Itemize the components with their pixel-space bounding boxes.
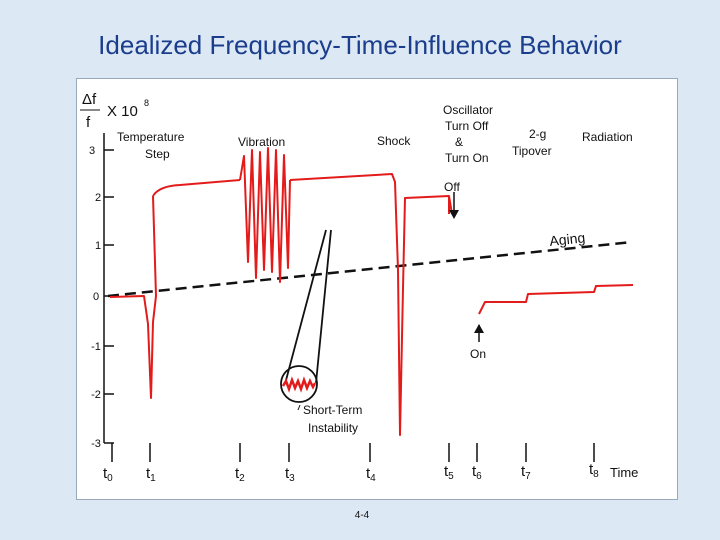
two-g-label: 2-g <box>529 127 546 141</box>
time-tick-label: t8 <box>589 461 599 480</box>
time-tick-marks <box>111 443 595 462</box>
trace-segment-start <box>109 195 157 399</box>
magnifier-circle <box>280 365 318 403</box>
trace-segment-post-restart <box>478 284 634 315</box>
aging-baseline <box>107 240 633 298</box>
y-axis-label-exponent: 8 <box>144 98 149 108</box>
temperature-label: Temperature <box>117 130 185 144</box>
temperature-step-label: Step <box>145 147 170 161</box>
shock-label: Shock <box>377 134 411 148</box>
aging-label: Aging <box>549 229 586 249</box>
ampersand-label: & <box>455 135 463 149</box>
page-title: Idealized Frequency-Time-Influence Behav… <box>98 30 622 60</box>
time-tick-label: t0 <box>103 465 113 484</box>
instability-pointer <box>297 404 301 411</box>
y-tick-label: -1 <box>91 341 101 353</box>
y-tick-label: 2 <box>95 192 101 204</box>
on-label: On <box>470 347 486 361</box>
time-axis-label: Time <box>610 465 638 480</box>
time-tick-label: t7 <box>521 463 531 482</box>
instability-squiggle <box>281 376 317 393</box>
trace-segment-vibration <box>239 147 291 283</box>
y-axis-label-numerator: Δf <box>82 91 97 108</box>
time-tick-labels: t0 t1 t2 t3 t4 t5 t6 t7 t8 <box>103 461 599 484</box>
turn-on-label: Turn On <box>445 151 489 165</box>
time-tick-label: t1 <box>146 465 156 484</box>
on-arrow-head <box>474 324 484 333</box>
time-tick-label: t5 <box>444 463 454 482</box>
time-tick-label: t4 <box>366 465 376 484</box>
off-arrow-head <box>449 210 459 219</box>
time-tick-label: t3 <box>285 465 295 484</box>
radiation-label: Radiation <box>582 130 633 144</box>
instability-label: Instability <box>308 421 358 435</box>
y-tick-label: 3 <box>89 145 95 157</box>
frequency-trace <box>109 147 634 436</box>
page-number: 4-4 <box>355 510 370 521</box>
y-axis-label-denominator: f <box>86 114 91 131</box>
y-tick-label: 1 <box>95 240 101 252</box>
y-tick-label: -2 <box>91 389 101 401</box>
turn-off-label: Turn Off <box>445 119 489 133</box>
oscillator-label: Oscillator <box>443 103 493 117</box>
magnifier-line-left <box>284 229 327 385</box>
magnifier-line-right <box>315 229 332 384</box>
y-tick-label: 0 <box>93 291 99 303</box>
time-tick-label: t6 <box>472 463 482 482</box>
off-label: Off <box>444 180 460 194</box>
time-tick-label: t2 <box>235 465 245 484</box>
vibration-label: Vibration <box>238 135 285 149</box>
y-tick-label: -3 <box>91 438 101 450</box>
short-term-label: Short-Term <box>303 403 362 417</box>
trace-segment-temperature <box>152 179 241 197</box>
y-axis-label-scale: X 10 <box>107 103 138 120</box>
trace-segment-pre-shock <box>289 173 453 436</box>
tipover-label: Tipover <box>512 144 552 158</box>
